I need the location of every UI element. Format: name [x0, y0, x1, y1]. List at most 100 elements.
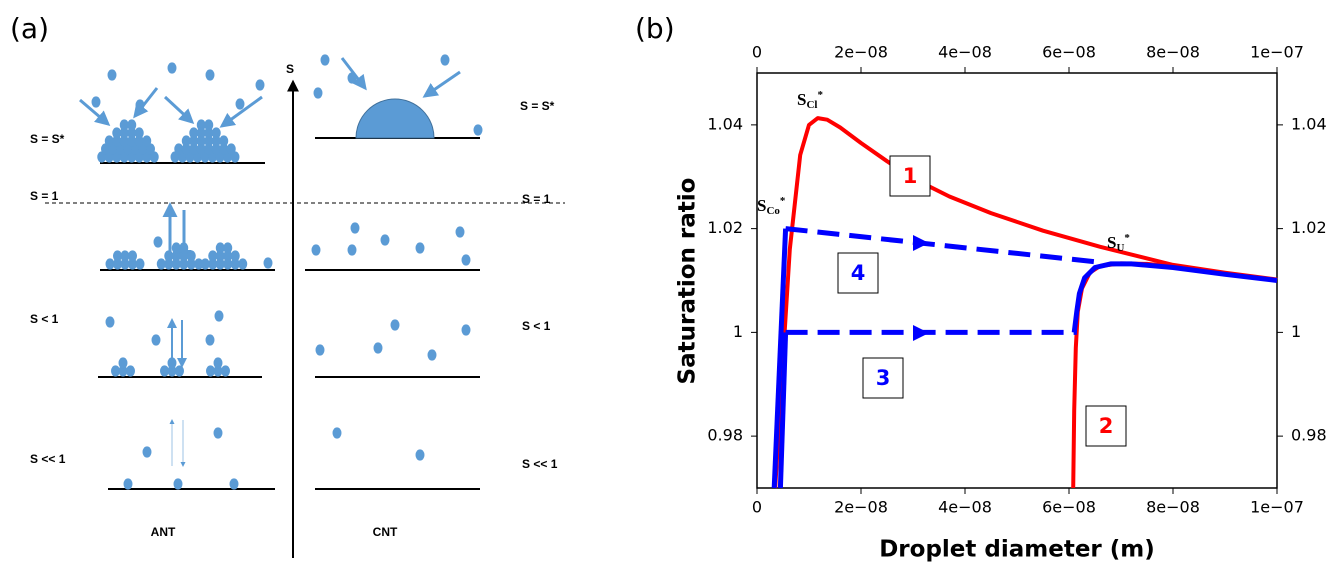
molecule [206, 334, 215, 345]
y-tick-label-right: 1 [1291, 322, 1301, 341]
plot: 002e−082e−084e−084e−086e−086e−088e−088e−… [707, 43, 1326, 517]
molecule [333, 427, 342, 438]
molecule [441, 54, 450, 65]
molecule [223, 242, 232, 253]
molecule [227, 143, 236, 154]
molecule [428, 349, 437, 360]
molecule [416, 242, 425, 253]
molecule [381, 234, 390, 245]
molecule [374, 342, 383, 353]
molecule [462, 324, 471, 335]
x-axis-label: Droplet diameter (m) [879, 537, 1155, 563]
molecule [175, 365, 184, 376]
x-tick-label-top: 8e−08 [1146, 43, 1200, 62]
molecule [154, 236, 163, 247]
molecule [204, 119, 213, 130]
molecule [168, 62, 177, 73]
molecule [238, 258, 247, 269]
annotation: SCo* [757, 195, 786, 217]
annotation-base: S [757, 196, 766, 215]
x-tick-label: 2e−08 [834, 498, 888, 517]
molecule [124, 478, 133, 489]
molecule [127, 119, 136, 130]
molecule [128, 250, 137, 261]
x-tick-label-top: 6e−08 [1042, 43, 1096, 62]
panel-label: (a) [10, 12, 49, 45]
molecule [264, 257, 273, 268]
annotation: SU* [1107, 232, 1130, 254]
molecule [219, 135, 228, 146]
row-label: S = 1 [522, 192, 551, 206]
annotation-base: S [797, 90, 806, 109]
y-tick-label-right: 1.02 [1291, 218, 1327, 237]
row-label: S << 1 [522, 457, 558, 471]
molecule [126, 365, 135, 376]
molecule [348, 72, 357, 83]
curve-label: 2 [1099, 414, 1114, 438]
molecule [206, 69, 215, 80]
molecule [212, 127, 221, 138]
molecule [456, 226, 465, 237]
droplet [356, 99, 434, 138]
x-tick-label-top: 1e−07 [1250, 43, 1304, 62]
molecule [187, 250, 196, 261]
row-label: S = 1 [30, 189, 59, 203]
molecule [119, 357, 128, 368]
y-tick-label-right: 1.04 [1291, 114, 1327, 133]
molecule [143, 446, 152, 457]
molecule [174, 478, 183, 489]
annotation-sup: * [817, 89, 823, 101]
annotation-sub: Co [766, 205, 780, 217]
molecule [256, 79, 265, 90]
baselines [98, 138, 480, 489]
molecule [136, 258, 145, 269]
x-tick-label: 4e−08 [938, 498, 992, 517]
column-label: CNT [373, 525, 398, 539]
y-tick-label: 1.02 [707, 218, 743, 237]
annotation-sup: * [1124, 232, 1130, 244]
figure: (a) (b) S S = S* S = 1 S < 1 S << 1 S = … [0, 0, 1338, 568]
molecule [348, 244, 357, 255]
molecule [391, 319, 400, 330]
molecule [312, 244, 321, 255]
annotation: SCl* [797, 89, 823, 111]
annotation-sup: * [780, 195, 786, 207]
molecule [316, 344, 325, 355]
molecule [108, 69, 117, 80]
x-tick-label-top: 4e−08 [938, 43, 992, 62]
annotation-sub: U [1116, 242, 1124, 254]
x-tick-label: 1e−07 [1250, 498, 1304, 517]
molecule [214, 427, 223, 438]
row-label: S < 1 [30, 312, 59, 326]
molecule [214, 357, 223, 368]
y-tick-label: 1 [733, 322, 743, 341]
panel-label: (b) [635, 12, 675, 45]
column-label: ANT [151, 525, 176, 539]
molecule [462, 254, 471, 265]
molecule [135, 127, 144, 138]
row-label: S << 1 [30, 452, 66, 466]
molecule [152, 334, 161, 345]
arrow-head [913, 325, 929, 341]
molecule [136, 99, 145, 110]
row-label: S = S* [30, 132, 65, 146]
annotation-sub: Cl [806, 99, 817, 111]
x-tick-label: 6e−08 [1042, 498, 1096, 517]
curve-label: 4 [851, 261, 866, 285]
molecule [321, 54, 330, 65]
row-label: S = S* [520, 99, 555, 113]
curve-label: 3 [876, 366, 891, 390]
molecule [351, 222, 360, 233]
y-axis-label: Saturation ratio [675, 178, 701, 385]
annotation-base: S [1107, 233, 1116, 252]
y-tick-label: 0.98 [707, 426, 743, 445]
plot-frame [757, 73, 1277, 488]
molecule [314, 87, 323, 98]
page: (a) (b) S S = S* S = 1 S < 1 S << 1 S = … [0, 0, 1338, 568]
molecule [230, 478, 239, 489]
molecule [179, 242, 188, 253]
curve-label: 1 [903, 164, 918, 188]
molecule [215, 310, 224, 321]
y-tick-label-right: 0.98 [1291, 426, 1327, 445]
curve [1073, 263, 1277, 488]
